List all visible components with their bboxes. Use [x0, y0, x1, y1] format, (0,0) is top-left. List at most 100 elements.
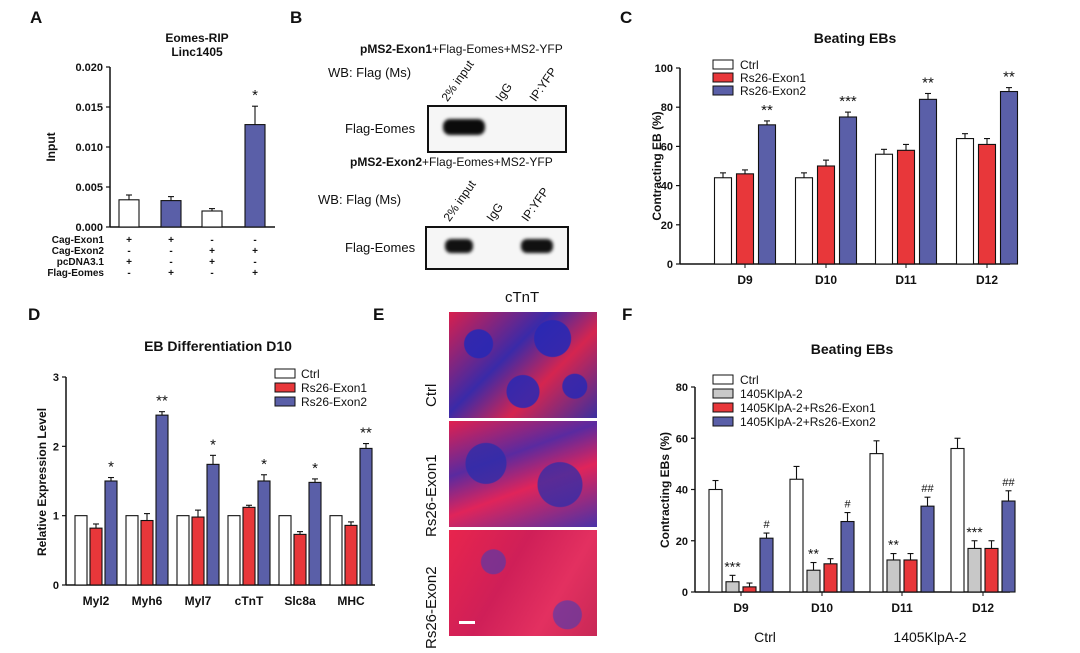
chart-f-bar [789, 478, 804, 593]
chart-f-y-tick-label: 20 [676, 536, 688, 548]
chart-d-bar [329, 515, 343, 586]
chart-c-x-tick-label: D10 [815, 273, 837, 287]
chart-c-y-tick-label: 60 [661, 141, 673, 153]
chart-a-condition-label: Flag-Eomes [47, 268, 104, 279]
chart-c-bar [955, 138, 975, 265]
chart-c-y-tick-label: 20 [661, 220, 673, 232]
chart-c-y-tick-label: 40 [661, 181, 673, 193]
chart-d-bar [359, 447, 373, 586]
chart-c-bar [999, 90, 1019, 265]
chart-a-bar [244, 124, 266, 228]
blot-membrane-1 [427, 105, 567, 153]
chart-f-legend-swatch [712, 416, 734, 427]
chart-d-bar [125, 515, 139, 586]
chart-c-bar [918, 98, 938, 265]
chart-a-condition-sign: - [210, 268, 213, 279]
chart-f-significance-exon2: # [844, 499, 851, 511]
chart-d-bar [242, 506, 256, 586]
chart-f-bar [1001, 500, 1016, 593]
chart-c-y-tick-label: 0 [667, 259, 673, 271]
chart-d-bar [155, 414, 169, 586]
chart-f-significance-klpa: *** [966, 524, 983, 540]
chart-d-significance: * [108, 459, 114, 476]
chart-d-title: EB Differentiation D10 [144, 338, 292, 354]
chart-c-bar [874, 153, 894, 265]
chart-d-x-tick-label: Slc8a [284, 594, 316, 608]
chart-d-bar [257, 480, 271, 586]
panel-letter-a: A [30, 8, 43, 27]
chart-d-bar [191, 516, 205, 586]
chart-a-bar [160, 200, 182, 228]
chart-a-condition-sign: - [253, 257, 256, 268]
chart-d-x-tick-label: cTnT [235, 594, 264, 608]
chart-a-bar [201, 210, 223, 228]
chart-a-condition-sign: + [126, 235, 132, 246]
chart-c-ylabel: Contracting EB (%) [650, 111, 664, 220]
chart-d-bar [104, 480, 118, 586]
chart-f-significance-klpa: ** [808, 546, 819, 562]
chart-c-title: Beating EBs [814, 30, 897, 46]
chart-d-significance: * [261, 456, 267, 473]
chart-d-bar [308, 481, 322, 586]
micro-row-label-exon2: Rs26-Exon2 [423, 566, 440, 649]
chart-c-x-tick-label: D12 [976, 273, 998, 287]
micro-image-exon2 [449, 530, 597, 636]
panel-letter-e: E [373, 305, 385, 324]
chart-d-x-tick-label: MHC [337, 594, 365, 608]
panel-letter-b: B [290, 8, 303, 27]
chart-a-condition-sign: - [127, 246, 130, 257]
chart-f-bar [725, 581, 740, 593]
chart-a-condition-sign: + [209, 246, 215, 257]
chart-c-x-tick-label: D9 [737, 273, 753, 287]
chart-d-significance: * [210, 436, 216, 453]
micro-row-label-exon1: Rs26-Exon1 [423, 454, 440, 537]
chart-d-y-tick-label: 2 [53, 441, 59, 453]
chart-f-title: Beating EBs [811, 341, 894, 357]
chart-c-bar [757, 124, 777, 265]
chart-d-legend-label: Rs26-Exon1 [301, 381, 367, 395]
chart-c-legend-swatch [712, 85, 734, 96]
chart-c-x-tick-label: D11 [895, 273, 917, 287]
chart-c-bar [838, 116, 858, 265]
chart-f-legend-swatch [712, 374, 734, 385]
chart-a-bar [118, 199, 140, 228]
chart-f-bar [886, 559, 901, 593]
chart-f-bar [950, 447, 965, 593]
chart-c-significance: *** [839, 93, 857, 110]
chart-d-y-tick-label: 0 [53, 580, 59, 592]
chart-d-legend-label: Ctrl [301, 367, 320, 381]
chart-a-condition-label: Cag-Exon2 [52, 246, 105, 257]
panel-letter-f: F [622, 305, 633, 324]
band-ipyfp-2 [521, 239, 553, 253]
chart-a-condition-sign: + [168, 268, 174, 279]
micro-row-label-ctrl: Ctrl [423, 383, 440, 407]
chart-a-title: Eomes-RIP [165, 31, 228, 45]
chart-c-legend-swatch [712, 59, 734, 70]
chart-c-bar [896, 149, 916, 265]
blot-title-2: pMS2-Exon2+Flag-Eomes+MS2-YFP [350, 155, 553, 169]
chart-c-bar [735, 173, 755, 265]
chart-f-legend-swatch [712, 388, 734, 399]
chart-c-bar [794, 177, 814, 265]
chart-a-condition-sign: + [209, 257, 215, 268]
chart-d-legend-label: Rs26-Exon2 [301, 395, 367, 409]
chart-c-bar [713, 177, 733, 265]
chart-f-group-label-ctrl: Ctrl [754, 629, 776, 645]
chart-d-y-tick-label: 3 [53, 372, 59, 384]
chart-f-bar [869, 453, 884, 593]
chart-a-significance: * [252, 87, 258, 104]
chart-f-bar [840, 520, 855, 593]
chart-f-bar [742, 586, 757, 593]
chart-d-bar [293, 533, 307, 586]
chart-c-legend-label: Rs26-Exon2 [740, 84, 806, 98]
band-input-2 [445, 239, 473, 253]
chart-a-y-tick-label: 0.015 [75, 102, 103, 114]
chart-f-x-tick-label: D10 [811, 601, 833, 615]
chart-a-y-tick-label: 0.010 [75, 142, 103, 154]
chart-a-condition-label: pcDNA3.1 [57, 257, 105, 268]
chart-a-condition-sign: - [127, 268, 130, 279]
panel-letter-c: C [620, 8, 633, 27]
chart-a-ylabel: Input [44, 132, 58, 161]
chart-d-significance: * [312, 460, 318, 477]
chart-d-bar [278, 515, 292, 586]
